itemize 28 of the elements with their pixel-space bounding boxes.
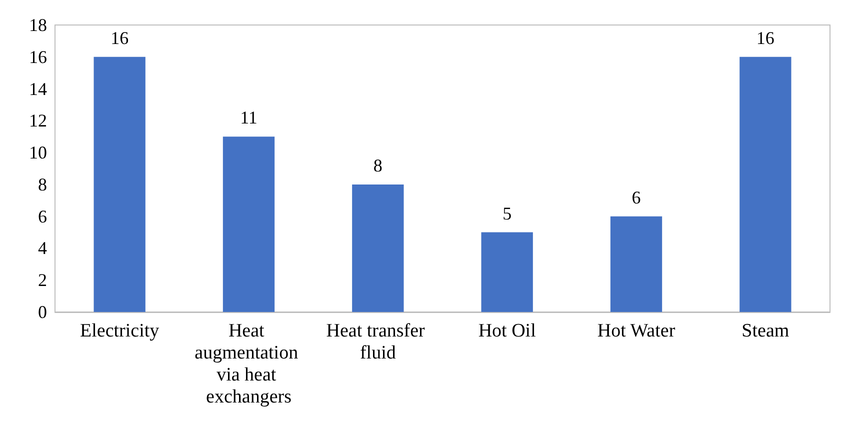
bar	[610, 216, 662, 312]
y-tick-label: 12	[29, 110, 47, 131]
bar	[740, 56, 792, 312]
bar	[481, 232, 533, 312]
data-label: 16	[110, 28, 129, 48]
y-tick-label: 2	[38, 270, 47, 290]
bar	[352, 184, 404, 312]
bar	[222, 136, 275, 312]
x-tick-label: Heat augmentation via heat exchangers	[194, 320, 303, 408]
x-tick-label: Electricity	[80, 320, 160, 342]
y-tick-label: 6	[38, 206, 47, 226]
y-tick-label: 14	[29, 78, 47, 99]
x-tick-label: Steam	[742, 320, 790, 342]
y-tick-label: 18	[29, 15, 47, 35]
y-tick-label: 8	[38, 174, 47, 194]
x-tick-label: Heat transfer fluid	[326, 320, 430, 364]
data-label: 16	[756, 28, 774, 48]
y-tick-label: 4	[38, 238, 47, 258]
x-tick-label: Hot Water	[597, 320, 676, 342]
y-tick-label: 0	[38, 302, 47, 322]
data-label: 8	[373, 155, 382, 176]
data-label: 5	[502, 203, 512, 224]
y-tick-label: 10	[29, 142, 47, 163]
data-label: 6	[632, 187, 641, 208]
data-label: 11	[240, 108, 258, 128]
y-tick-label: 16	[29, 46, 47, 67]
x-tick-label: Hot Oil	[478, 320, 536, 342]
bar	[94, 56, 146, 312]
